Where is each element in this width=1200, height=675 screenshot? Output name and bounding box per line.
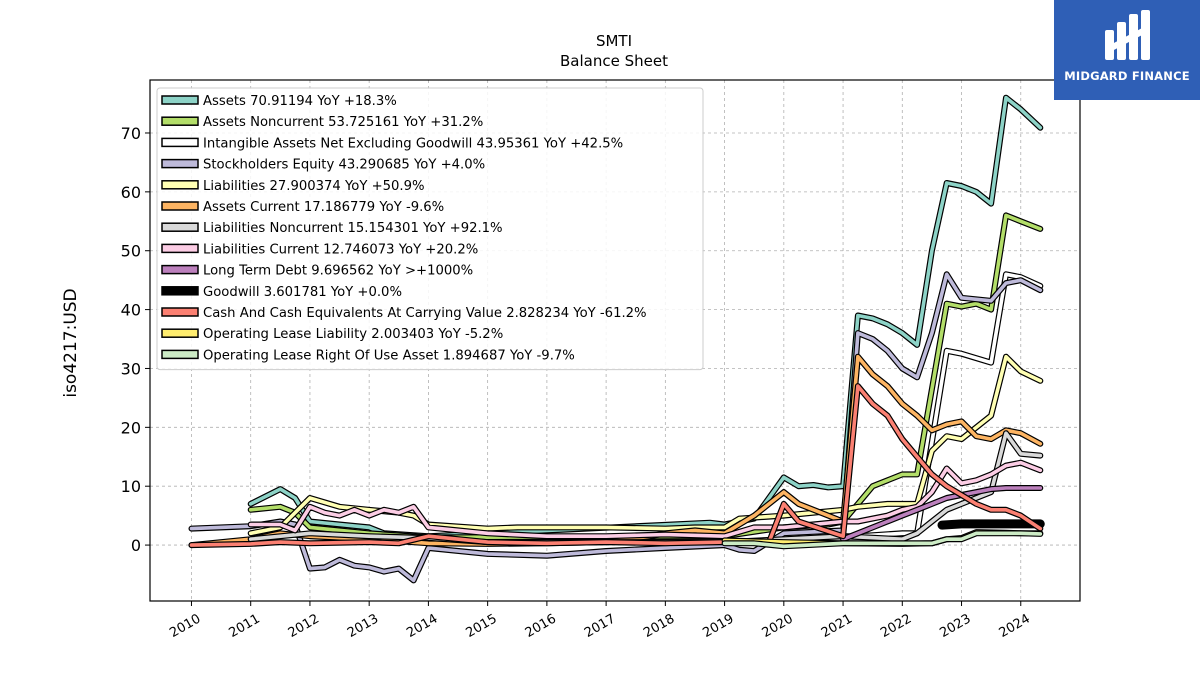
series-lines (188, 94, 1045, 584)
legend-swatch (161, 95, 199, 105)
legend-swatch (161, 201, 199, 211)
legend-entry: Goodwill 3.601781 YoY +0.0% (203, 285, 402, 300)
x-tick-label: 2013 (345, 611, 381, 641)
y-tick-label: 70 (121, 124, 141, 143)
chart-subtitle: Balance Sheet (560, 52, 668, 70)
legend-swatch (161, 286, 199, 296)
x-tick-label: 2015 (463, 611, 499, 641)
legend-swatch (161, 222, 199, 232)
legend-entry: Assets Noncurrent 53.725161 YoY +31.2% (203, 115, 483, 130)
series-line (248, 213, 1043, 540)
x-tick-label: 2016 (523, 611, 559, 641)
legend-entry: Assets 70.91194 YoY +18.3% (203, 94, 397, 109)
x-tick-label: 2023 (937, 611, 973, 641)
chart-title: SMTI (595, 32, 633, 50)
legend-box (156, 87, 704, 371)
series-line (189, 354, 1043, 547)
series-line (722, 531, 1043, 549)
x-tick-label: 2018 (641, 611, 677, 641)
legend-entry: Operating Lease Liability 2.003403 YoY -… (203, 327, 503, 342)
x-tick-label: 2017 (582, 611, 618, 641)
legend-swatch (161, 264, 199, 275)
x-tick-label: 2010 (167, 611, 203, 641)
legend: Assets 70.91194 YoY +18.3% Assets Noncurr… (156, 87, 704, 371)
plot-frame (149, 79, 1081, 602)
legend-entry: Liabilities 27.900374 YoY +50.9% (203, 179, 425, 194)
x-axis: 2010 2011 2012 2013 2014 2015 2016 2017 2018 2019… (167, 601, 1033, 641)
legend-entry: Intangible Assets Net Excluding Goodwill… (203, 136, 623, 151)
legend-swatch (161, 116, 199, 126)
y-tick-label: 60 (121, 183, 141, 202)
series-line (248, 95, 1043, 538)
legend-entry: Assets Current 17.186779 YoY -9.6% (203, 200, 444, 215)
x-tick-label: 2020 (760, 611, 796, 641)
x-tick-label: 2021 (819, 611, 855, 641)
legend-entry: Long Term Debt 9.696562 YoY >+1000% (203, 264, 473, 279)
y-axis-label: iso4217:USD (61, 288, 81, 398)
x-tick-label: 2022 (878, 611, 914, 641)
series-outline (937, 519, 1045, 530)
brand-logo[interactable]: MIDGARD FINANCE (1054, 0, 1200, 100)
legend-swatch (161, 243, 199, 254)
legend-swatch (161, 307, 199, 317)
series-line (248, 460, 1043, 538)
x-tick-label: 2012 (286, 611, 322, 641)
legend-entry: Liabilities Current 12.746073 YoY +20.2% (203, 242, 478, 257)
y-axis: 0 10 20 30 40 50 60 70 (121, 124, 150, 555)
brand-name: MIDGARD FINANCE (1064, 69, 1190, 83)
y-tick-label: 40 (121, 301, 141, 320)
series-line (841, 486, 1043, 541)
legend-swatch (161, 328, 199, 338)
y-tick-label: 30 (121, 359, 141, 378)
series-line (841, 272, 1043, 538)
x-tick-label: 2014 (404, 611, 440, 641)
brand-mark-icon (1105, 10, 1150, 60)
x-tick-label: 2019 (700, 611, 736, 641)
x-tick-label: 2024 (997, 611, 1033, 641)
x-tick-label: 2011 (227, 611, 263, 641)
legend-entry: Cash And Cash Equivalents At Carrying Va… (203, 306, 647, 321)
legend-swatch (161, 137, 199, 148)
y-tick-label: 20 (121, 418, 141, 437)
y-tick-label: 10 (121, 477, 141, 496)
legend-swatch (161, 158, 199, 169)
legend-swatch (161, 349, 199, 360)
legend-entry: Stockholders Equity 43.290685 YoY +4.0% (203, 158, 485, 173)
y-tick-label: 0 (131, 536, 141, 555)
y-tick-label: 50 (121, 242, 141, 261)
series-line (189, 384, 1043, 547)
legend-entry: Operating Lease Right Of Use Asset 1.894… (203, 348, 575, 363)
legend-swatch (161, 180, 199, 190)
legend-entry: Liabilities Noncurrent 15.154301 YoY +92… (203, 221, 503, 236)
